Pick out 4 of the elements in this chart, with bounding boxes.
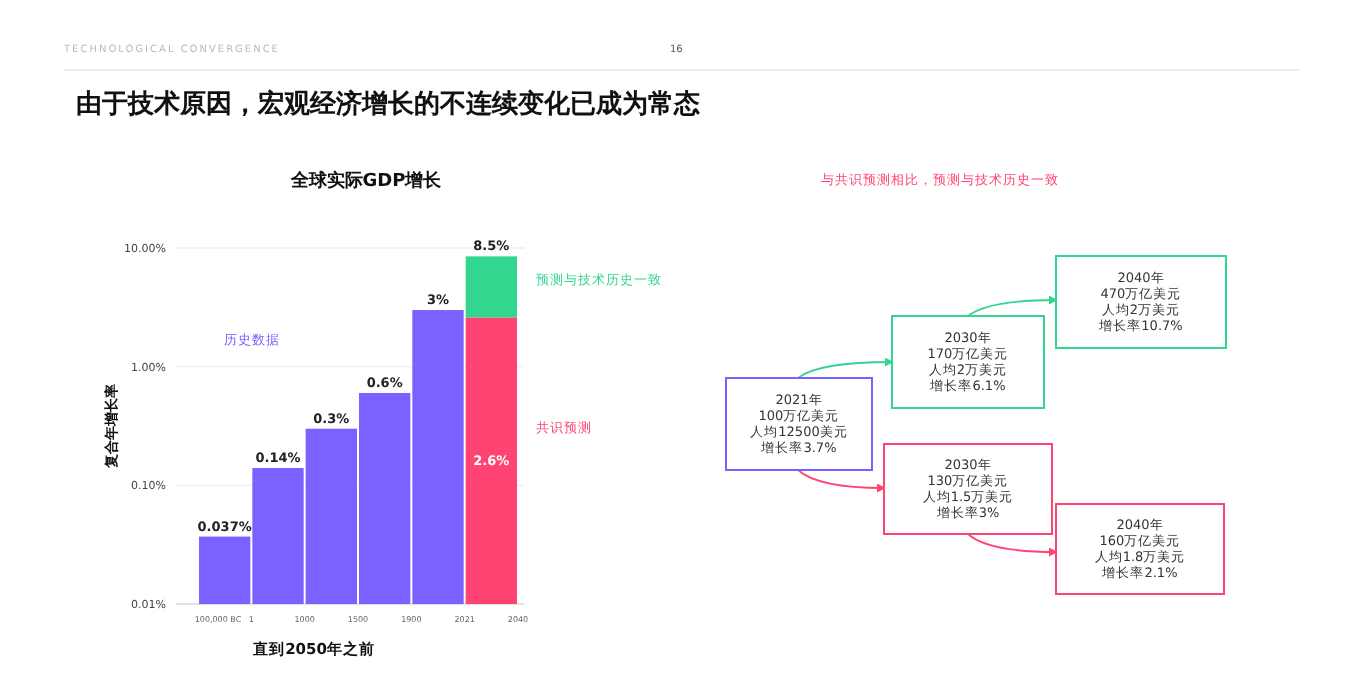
bar xyxy=(465,256,517,318)
text: 由于技术原因，宏观经济增长的不连续变化已成为常态 xyxy=(76,88,702,120)
chart-title: 全球实际GDP增长 xyxy=(288,170,444,192)
bar xyxy=(465,317,517,604)
